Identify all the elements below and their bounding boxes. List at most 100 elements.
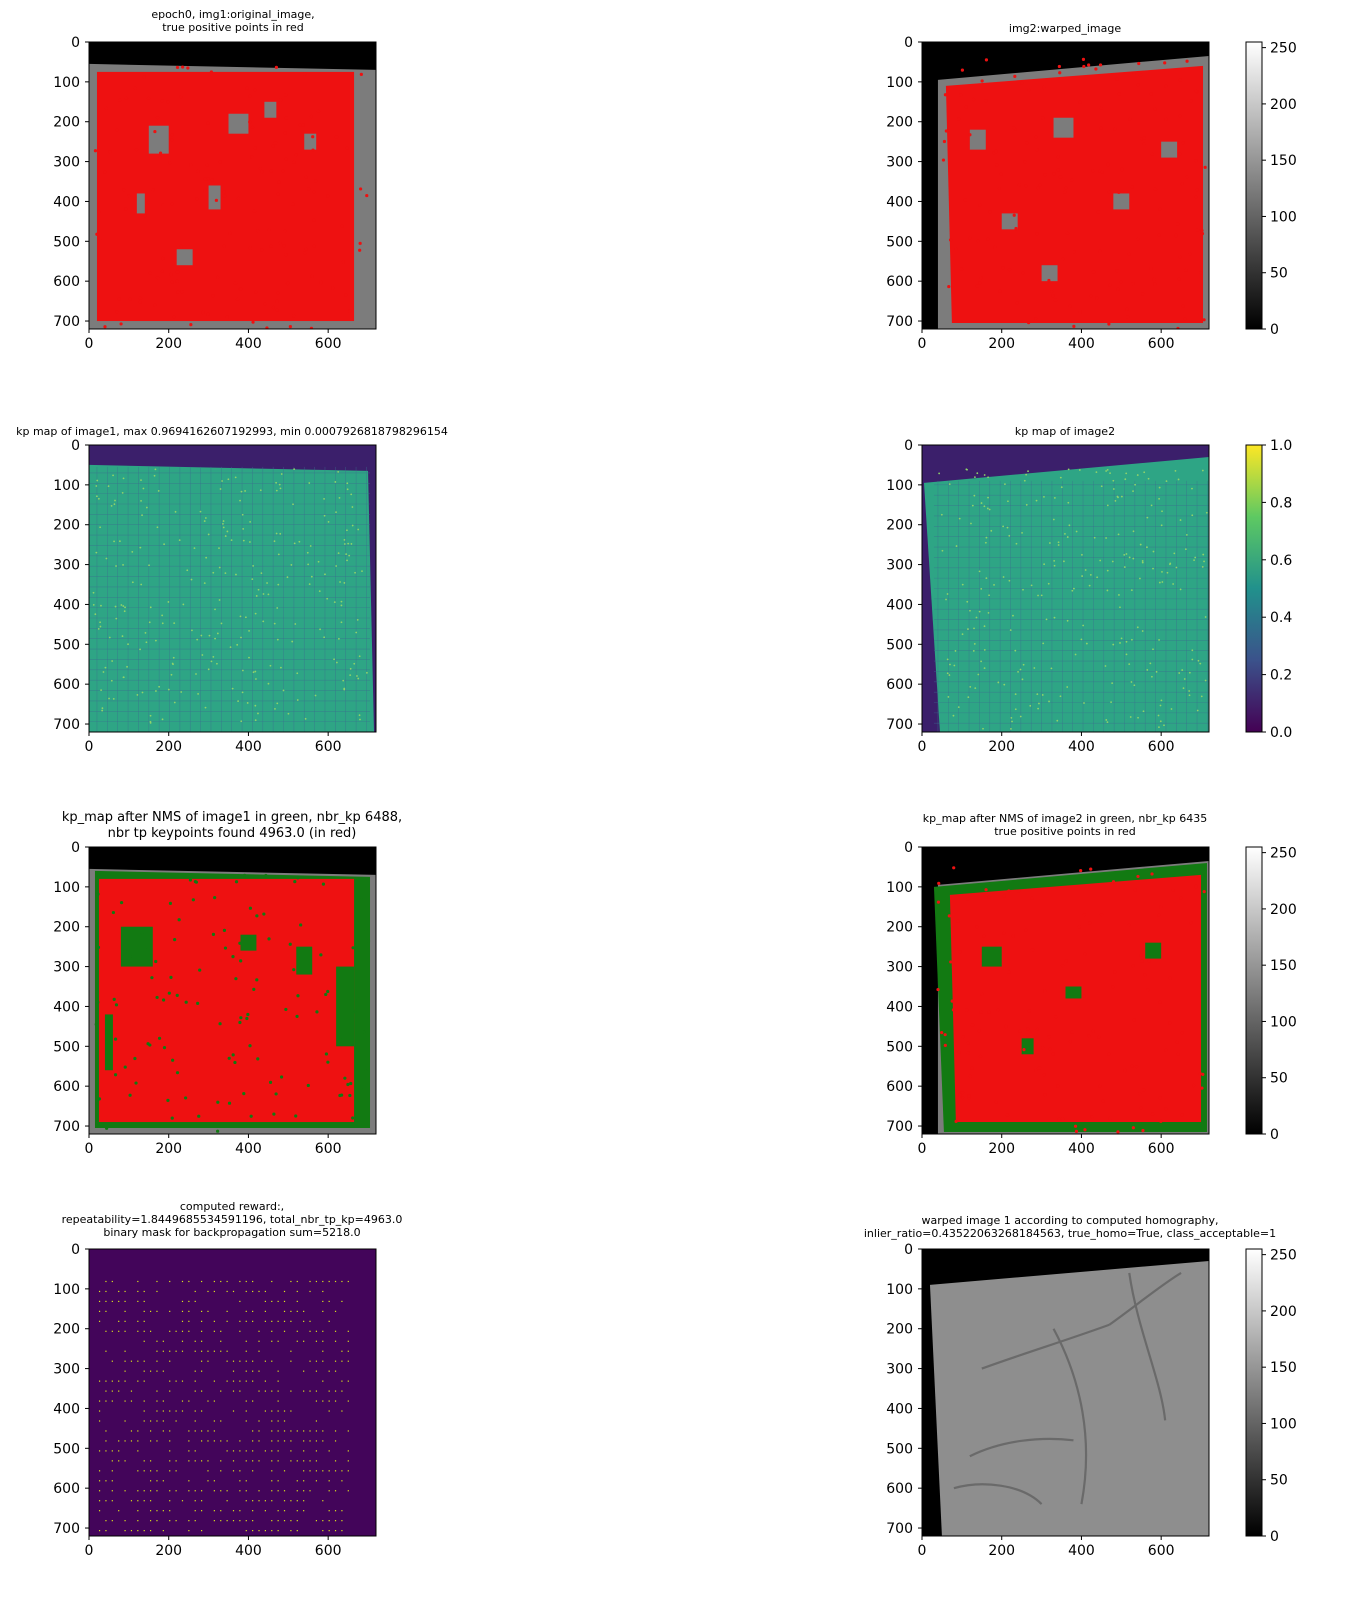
high-response-point bbox=[324, 573, 326, 576]
high-response-point bbox=[248, 630, 250, 632]
mask-pixel bbox=[105, 1330, 107, 1332]
high-response-point bbox=[1008, 579, 1011, 582]
nms-keypoint bbox=[348, 1093, 352, 1098]
high-response-point bbox=[241, 669, 244, 672]
mask-pixel bbox=[303, 1490, 305, 1492]
colorbar-tick-label: 0 bbox=[1270, 1529, 1279, 1545]
mask-pixel bbox=[264, 1390, 266, 1392]
true-positive-point bbox=[1153, 282, 1157, 286]
mask-pixel bbox=[201, 1320, 203, 1322]
mask-pixel bbox=[98, 1490, 101, 1492]
axes-frame bbox=[88, 1248, 377, 1537]
mask-pixel bbox=[232, 1460, 235, 1462]
high-response-point bbox=[993, 584, 995, 586]
mask-pixel bbox=[245, 1320, 247, 1322]
nms-keypoint bbox=[113, 1073, 118, 1077]
true-positive-point bbox=[956, 919, 960, 923]
mask-pixel bbox=[194, 1430, 196, 1432]
mask-pixel bbox=[137, 1380, 139, 1382]
mask-pixel bbox=[277, 1510, 279, 1512]
nms-keypoint bbox=[296, 994, 300, 998]
y-tick-label: 700 bbox=[53, 1119, 80, 1135]
nms-keypoint bbox=[227, 1056, 231, 1060]
high-response-point bbox=[1132, 557, 1135, 560]
mask-pixel bbox=[124, 1320, 126, 1322]
mask-pixel bbox=[277, 1410, 279, 1412]
mask-pixel bbox=[271, 1430, 273, 1432]
true-positive-point bbox=[169, 272, 173, 277]
true-positive-point bbox=[274, 65, 279, 69]
true-positive-point bbox=[1168, 1021, 1172, 1025]
true-positive-point bbox=[1081, 57, 1086, 62]
true-positive-point bbox=[1178, 78, 1183, 82]
high-response-point bbox=[273, 540, 276, 543]
high-response-point bbox=[948, 674, 951, 676]
true-positive-point bbox=[331, 286, 335, 290]
high-response-point bbox=[997, 681, 1000, 684]
high-response-point bbox=[224, 572, 227, 574]
true-positive-point bbox=[1201, 1072, 1205, 1077]
true-positive-point bbox=[1130, 185, 1134, 189]
high-response-point bbox=[308, 583, 311, 586]
true-positive-point bbox=[1139, 1106, 1143, 1110]
mask-pixel bbox=[130, 1430, 133, 1432]
nms-keypoint bbox=[216, 1129, 220, 1133]
true-positive-point bbox=[1137, 61, 1141, 66]
mask-pixel bbox=[188, 1480, 190, 1482]
high-response-point bbox=[282, 689, 285, 692]
high-response-point bbox=[1106, 721, 1109, 724]
mask-pixel bbox=[156, 1520, 158, 1522]
mask-pixel bbox=[347, 1400, 349, 1402]
true-positive-point bbox=[1038, 183, 1042, 187]
true-positive-point bbox=[1068, 304, 1072, 308]
true-positive-point bbox=[1042, 85, 1046, 90]
high-response-point bbox=[1081, 575, 1084, 577]
mask-pixel bbox=[194, 1380, 196, 1382]
nms-keypoint bbox=[255, 914, 259, 918]
high-response-point bbox=[1105, 470, 1108, 472]
true-positive-point bbox=[1200, 232, 1205, 236]
x-tick-label: 200 bbox=[155, 1543, 182, 1559]
high-response-point bbox=[317, 560, 320, 563]
high-response-point bbox=[976, 472, 979, 475]
true-positive-point bbox=[1013, 74, 1017, 79]
high-response-point bbox=[1136, 474, 1139, 476]
nms-keypoint bbox=[114, 1003, 119, 1007]
mask-pixel bbox=[315, 1360, 318, 1362]
high-response-point bbox=[214, 637, 216, 640]
true-positive-point bbox=[1178, 255, 1182, 259]
high-response-point bbox=[969, 609, 971, 612]
nms-keypoint bbox=[140, 931, 144, 935]
colorbar-tick-label: 50 bbox=[1270, 1473, 1288, 1489]
true-positive-point bbox=[994, 1100, 998, 1104]
mask-pixel bbox=[194, 1410, 196, 1412]
mask-pixel bbox=[181, 1300, 184, 1303]
mask-pixel bbox=[149, 1330, 152, 1332]
x-tick-label: 400 bbox=[1068, 1543, 1095, 1559]
high-response-point bbox=[1067, 501, 1070, 504]
mask-pixel bbox=[118, 1380, 120, 1382]
mask-pixel bbox=[334, 1510, 337, 1512]
gap-region bbox=[264, 101, 277, 118]
true-positive-point bbox=[993, 245, 997, 249]
true-positive-point bbox=[1091, 1029, 1095, 1033]
high-response-point bbox=[1012, 614, 1014, 617]
true-positive-point bbox=[1101, 1099, 1105, 1103]
high-response-point bbox=[1188, 694, 1191, 697]
high-response-point bbox=[1052, 518, 1055, 521]
true-positive-point bbox=[1111, 880, 1116, 884]
nms-keypoint bbox=[213, 896, 217, 900]
true-positive-point bbox=[146, 96, 151, 100]
true-positive-point bbox=[1178, 152, 1182, 156]
y-tick-label: 400 bbox=[886, 1401, 913, 1417]
high-response-point bbox=[1141, 560, 1144, 562]
high-response-point bbox=[1023, 479, 1026, 482]
true-positive-point bbox=[1051, 294, 1055, 298]
mask-pixel bbox=[207, 1290, 209, 1293]
mask-pixel bbox=[98, 1420, 101, 1422]
true-positive-point bbox=[189, 163, 193, 167]
mask-pixel bbox=[169, 1380, 171, 1382]
true-positive-point bbox=[1119, 280, 1123, 284]
nms-keypoint bbox=[294, 1114, 298, 1118]
high-response-point bbox=[346, 559, 348, 562]
